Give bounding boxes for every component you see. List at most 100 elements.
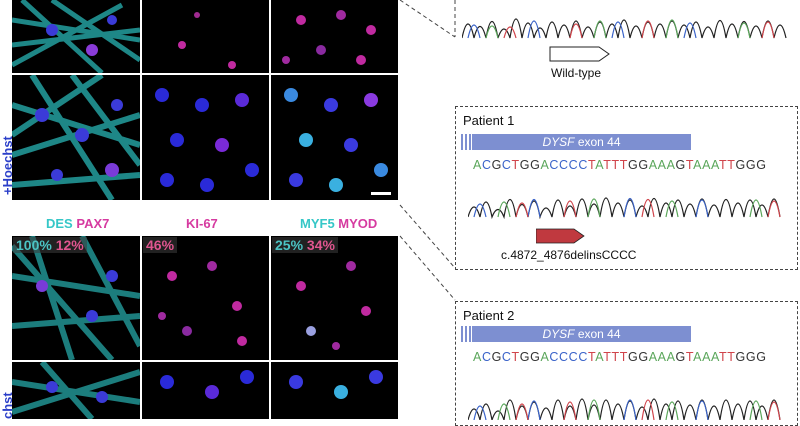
base-t: T — [685, 158, 694, 172]
patient-2-sequence: ACGCTGGACCCCTATTTGGAAAGTAAATTGGG — [473, 350, 767, 364]
base-a: A — [657, 158, 667, 172]
base-a: A — [657, 350, 667, 364]
chromatogram-trace — [461, 18, 787, 39]
base-g: G — [735, 158, 746, 172]
base-g: G — [745, 158, 757, 172]
base-g: G — [756, 350, 767, 364]
pct-ki67: 46% — [146, 237, 175, 253]
base-t: T — [727, 350, 736, 364]
base-c: C — [549, 350, 560, 364]
micro-bottom-col3-row1 — [271, 236, 398, 360]
stain-header-col2: KI-67 — [186, 216, 218, 231]
base-g: G — [530, 158, 541, 172]
wildtype-label: Wild-type — [551, 66, 602, 80]
base-a: A — [693, 350, 703, 364]
base-c: C — [501, 350, 512, 364]
exon-gene: DYSF — [542, 135, 575, 149]
pct-col1: 100% 12% — [13, 237, 87, 253]
stain-des: DES — [46, 216, 73, 231]
micro-image — [12, 362, 140, 419]
base-a: A — [540, 350, 550, 364]
wildtype-chromatogram — [461, 0, 794, 40]
micro-image — [12, 0, 140, 73]
base-c: C — [568, 158, 579, 172]
base-a: A — [648, 350, 658, 364]
stain-ki67: KI-67 — [186, 216, 218, 231]
micro-top-col3-row1 — [271, 0, 398, 73]
patient-1-mutation: c.4872_4876delinsCCCC — [501, 248, 637, 262]
micro-image — [289, 370, 383, 399]
base-g: G — [675, 350, 686, 364]
base-g: G — [519, 350, 531, 364]
micro-image — [296, 261, 371, 350]
chromatogram-trace — [467, 197, 781, 220]
base-a: A — [702, 350, 712, 364]
exon-stripes-icon — [461, 134, 471, 150]
micro-bottom-col3-row2 — [271, 362, 398, 419]
pct-des: 100% — [16, 237, 52, 253]
stain-pax7: PAX7 — [76, 216, 110, 231]
micro-bottom-col2-row2 — [142, 362, 269, 419]
base-g: G — [735, 350, 746, 364]
base-t: T — [719, 350, 728, 364]
micro-image — [158, 261, 247, 346]
base-t: T — [685, 350, 694, 364]
side-label-hoechst-top: +Hoechst — [0, 136, 15, 195]
base-a: A — [693, 158, 703, 172]
base-c: C — [568, 350, 579, 364]
micro-top-col2-row1 — [142, 0, 269, 73]
base-a: A — [711, 350, 720, 364]
micro-top-col2-row2 — [142, 75, 269, 200]
micro-image — [12, 236, 140, 360]
micro-image — [178, 12, 236, 69]
base-g: G — [638, 350, 649, 364]
base-c: C — [559, 350, 569, 364]
micro-image — [12, 75, 140, 200]
micro-top-col1-row2 — [12, 75, 140, 200]
exon-stripes-icon — [461, 326, 471, 342]
base-g: G — [491, 350, 502, 364]
stain-header-col1: DES PAX7 — [46, 216, 109, 231]
base-g: G — [638, 158, 649, 172]
base-c: C — [501, 158, 512, 172]
pct-pax7: 12% — [55, 237, 84, 253]
base-t: T — [619, 350, 629, 364]
base-t: T — [511, 158, 520, 172]
base-c: C — [578, 158, 588, 172]
base-a: A — [595, 350, 604, 364]
micro-image — [155, 88, 259, 192]
base-t: T — [511, 350, 520, 364]
base-t: T — [587, 158, 596, 172]
base-a: A — [595, 158, 604, 172]
base-a: A — [666, 158, 676, 172]
base-t: T — [603, 350, 612, 364]
base-g: G — [628, 350, 639, 364]
base-a: A — [702, 158, 712, 172]
exon-number: exon 44 — [577, 135, 621, 149]
base-a: A — [473, 350, 482, 364]
base-c: C — [559, 158, 569, 172]
pct-myod: 34% — [306, 237, 335, 253]
base-t: T — [619, 158, 629, 172]
patient-2-chromatogram — [467, 376, 790, 423]
base-g: G — [491, 158, 502, 172]
base-t: T — [611, 158, 620, 172]
pct-col2: 46% — [143, 237, 178, 253]
micro-image — [284, 88, 391, 195]
base-g: G — [745, 350, 757, 364]
stain-myf5: MYF5 — [300, 216, 335, 231]
pct-myf5: 25% — [275, 237, 304, 253]
patient-1-title: Patient 1 — [463, 113, 515, 128]
base-t: T — [603, 158, 612, 172]
patient-1-chromatogram — [467, 177, 790, 220]
base-g: G — [519, 158, 531, 172]
micro-bottom-col1-row1 — [12, 236, 140, 360]
base-t: T — [727, 158, 736, 172]
base-a: A — [648, 158, 658, 172]
wildtype-arrow-icon — [549, 46, 610, 62]
base-a: A — [540, 158, 550, 172]
exon-number: exon 44 — [577, 327, 621, 341]
chromatogram-trace — [467, 398, 781, 423]
side-label-hoechst-bottom: chst — [0, 392, 15, 419]
base-c: C — [578, 350, 588, 364]
